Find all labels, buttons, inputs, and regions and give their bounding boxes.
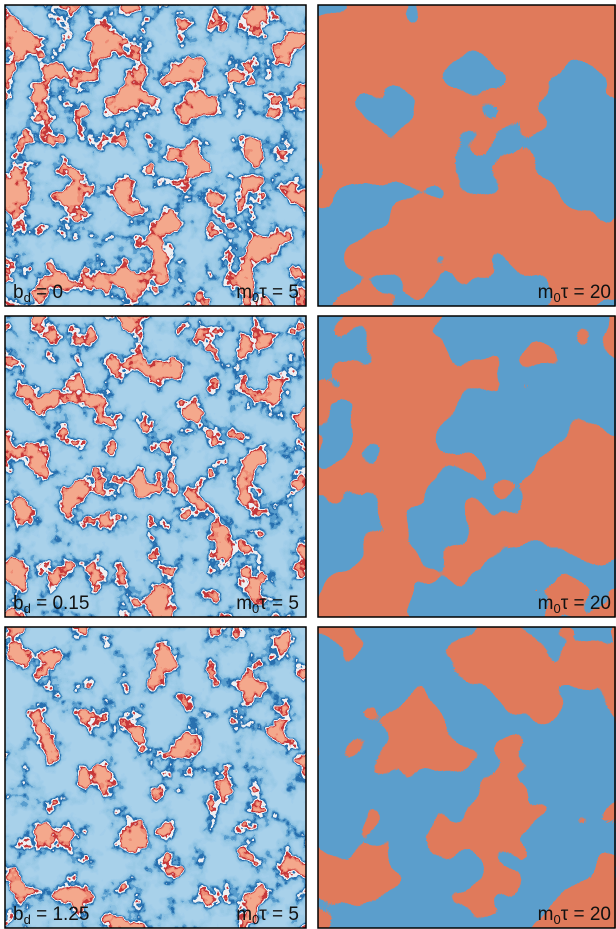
- field-panel: [318, 5, 616, 306]
- time-label-rest: τ = 20: [561, 282, 611, 303]
- coupling-label-base: b: [13, 593, 24, 614]
- time-label-rest: τ = 20: [561, 593, 611, 614]
- coupling-label-rest: = 1.25: [31, 904, 90, 925]
- coupling-label-sub: d: [24, 601, 31, 616]
- time-label-sub: 0: [252, 912, 259, 927]
- time-label-rest: τ = 5: [259, 593, 299, 614]
- page: bd = 0m0τ = 5m0τ = 20bd = 0.15m0τ = 5m0τ…: [0, 0, 616, 929]
- time-label-base: m: [236, 593, 252, 614]
- coupling-label-base: b: [13, 904, 24, 925]
- time-label: m0τ = 5: [236, 593, 299, 616]
- time-label-sub: 0: [553, 290, 560, 305]
- time-label-base: m: [538, 593, 554, 614]
- time-label-base: m: [236, 282, 252, 303]
- figure: bd = 0m0τ = 5m0τ = 20bd = 0.15m0τ = 5m0τ…: [0, 0, 616, 929]
- time-label: m0τ = 5: [236, 904, 299, 927]
- time-label-rest: τ = 5: [259, 904, 299, 925]
- time-label: m0τ = 20: [538, 282, 611, 305]
- field-panel: [5, 316, 306, 617]
- field-panel: [5, 5, 306, 306]
- field-panel: [318, 627, 616, 928]
- time-label-sub: 0: [553, 601, 560, 616]
- coupling-label-sub: d: [24, 912, 31, 927]
- time-label-sub: 0: [252, 290, 259, 305]
- field-panel: [318, 316, 616, 617]
- time-label-rest: τ = 20: [561, 904, 611, 925]
- time-label: m0τ = 20: [538, 904, 611, 927]
- coupling-label-rest: = 0: [31, 282, 63, 303]
- coupling-label-rest: = 0.15: [31, 593, 90, 614]
- time-label: m0τ = 5: [236, 282, 299, 305]
- field-panel: [5, 627, 306, 928]
- coupling-label: bd = 0: [13, 282, 63, 305]
- coupling-label-sub: d: [24, 290, 31, 305]
- time-label-sub: 0: [252, 601, 259, 616]
- coupling-label-base: b: [13, 282, 24, 303]
- time-label-base: m: [538, 904, 554, 925]
- time-label: m0τ = 20: [538, 593, 611, 616]
- time-label-rest: τ = 5: [259, 282, 299, 303]
- time-label-base: m: [236, 904, 252, 925]
- time-label-sub: 0: [553, 912, 560, 927]
- time-label-base: m: [538, 282, 554, 303]
